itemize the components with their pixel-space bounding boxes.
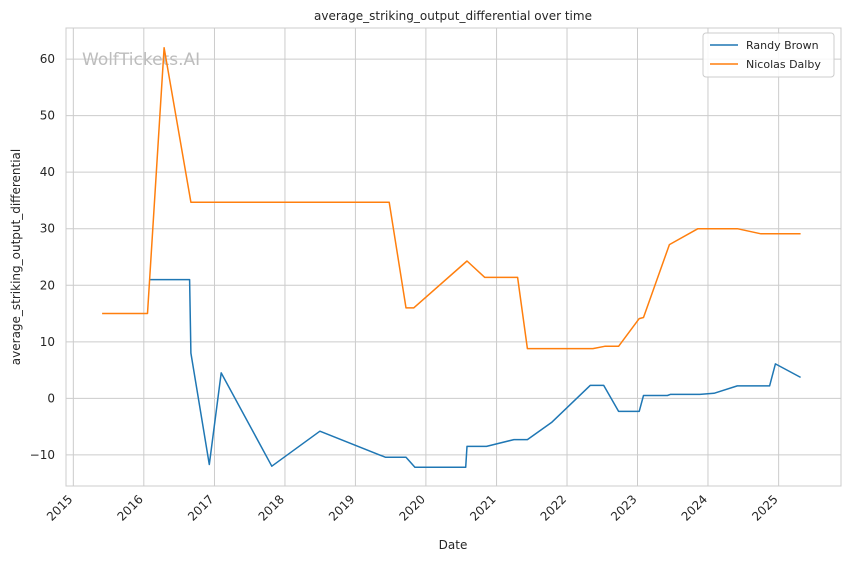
y-tick-label: −10	[30, 448, 55, 462]
x-axis-ticks: 2015 2016 2017 2018 2019 2020 2021 2022 2023 2024…	[44, 492, 781, 523]
x-tick-label: 2024	[679, 492, 710, 523]
legend-label-nicolas-dalby: Nicolas Dalby	[746, 58, 821, 71]
x-tick-label: 2022	[538, 492, 569, 523]
y-tick-label: 60	[40, 52, 55, 66]
x-tick-label: 2025	[749, 492, 780, 523]
grid	[66, 28, 841, 486]
y-tick-label: 30	[40, 222, 55, 236]
x-axis-label: Date	[439, 538, 468, 552]
series-line-nicolas-dalby	[102, 47, 801, 350]
y-tick-label: 0	[47, 391, 55, 405]
x-tick-label: 2019	[326, 492, 357, 523]
y-tick-label: 40	[40, 165, 55, 179]
y-axis-label: average_striking_output_differential	[9, 149, 23, 365]
x-tick-label: 2018	[256, 492, 287, 523]
legend-box	[702, 32, 835, 78]
y-tick-label: 20	[40, 278, 55, 292]
legend-label-randy-brown: Randy Brown	[746, 39, 819, 52]
series-line-randy-brown	[149, 278, 801, 469]
x-tick-label: 2016	[114, 492, 145, 523]
y-tick-label: 10	[40, 335, 55, 349]
x-tick-label: 2023	[608, 492, 639, 523]
x-tick-label: 2017	[185, 492, 216, 523]
y-tick-label: 50	[40, 109, 55, 123]
watermark: WolfTickets.AI	[82, 50, 200, 70]
y-axis-ticks: −10 0 10 20 30 40 50 60	[30, 52, 55, 462]
chart-title: average_striking_output_differential ove…	[314, 9, 592, 23]
legend: Randy Brown Nicolas Dalby	[702, 32, 835, 78]
series-group	[102, 47, 801, 469]
x-tick-label: 2020	[397, 492, 428, 523]
x-tick-label: 2021	[467, 492, 498, 523]
x-tick-label: 2015	[44, 492, 75, 523]
plot-area	[65, 27, 842, 487]
